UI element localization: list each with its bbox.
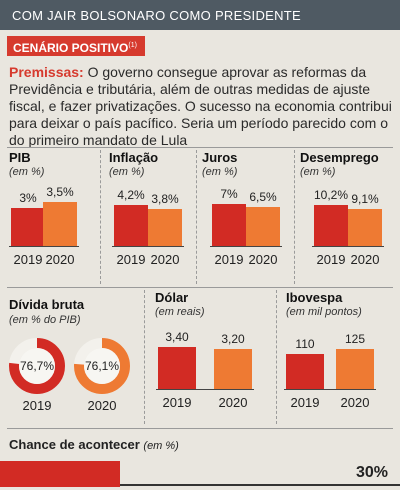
debt-value-label: 76,1% [85, 359, 119, 373]
divida-year-label: 2019 [22, 398, 52, 413]
dolar-bar-2019 [158, 347, 196, 389]
juros-bar-2020 [246, 207, 280, 246]
juros-unit: (em %) [202, 166, 238, 178]
debt-value-label: 76,7% [20, 359, 54, 373]
desemprego-bar-2019 [314, 205, 348, 246]
desemprego-year-label: 2019 [316, 252, 346, 267]
inflacao-title: Inflação [109, 150, 159, 165]
premise-text: Premissas: O governo consegue aprovar as… [9, 64, 393, 149]
inflacao-bar-2019 [114, 205, 148, 246]
juros-year-label: 2020 [248, 252, 278, 267]
pib-year-label: 2019 [13, 252, 43, 267]
premise-body: O governo consegue aprovar as reformas d… [9, 64, 392, 148]
inflacao-year-label: 2019 [116, 252, 146, 267]
divider-top [7, 147, 393, 148]
juros-title: Juros [202, 150, 238, 165]
divida-title: Dívida bruta [9, 297, 85, 312]
juros-year-label: 2019 [214, 252, 244, 267]
debt-donut-charts: 76,7% 76,1% [9, 338, 130, 394]
ibovespa-value-label: 110 [295, 337, 315, 351]
debt-slice-2020 [74, 338, 130, 394]
page-title: COM JAIR BOLSONARO COMO PRESIDENTE [12, 8, 302, 23]
desemprego-year-label: 2020 [350, 252, 380, 267]
chance-title: Chance de acontecer [9, 437, 140, 452]
debt-slice-2019 [9, 338, 65, 394]
inflacao-value-label: 4,2% [117, 188, 145, 202]
juros-value-label: 7% [220, 187, 238, 201]
dolar-unit: (em reais) [155, 306, 205, 318]
divider-middle [7, 287, 393, 288]
inflacao-bar-2020 [148, 209, 182, 246]
column-separator [196, 150, 197, 284]
header-bar: COM JAIR BOLSONARO COMO PRESIDENTE [0, 0, 400, 30]
pib-bar-2019 [11, 208, 45, 246]
column-separator [100, 150, 101, 284]
scenario-badge: CENÁRIO POSITIVO(1) [7, 36, 145, 56]
ibovespa-bar-2020 [336, 349, 374, 389]
inflacao-year-label: 2020 [150, 252, 180, 267]
desemprego-unit: (em %) [300, 166, 336, 178]
dolar-bar-2020 [214, 349, 252, 389]
dolar-value-label: 3,40 [165, 330, 189, 344]
pib-value-label: 3% [19, 191, 37, 205]
column-separator [294, 150, 295, 284]
chance-value: 30% [355, 464, 388, 481]
inflacao-unit: (em %) [109, 166, 145, 178]
juros-bar-2019 [212, 204, 246, 246]
dolar-title: Dólar [155, 290, 189, 305]
desemprego-bar-2020 [348, 209, 382, 246]
dolar-baseline [156, 389, 254, 390]
dolar-year-label: 2020 [218, 395, 248, 410]
column-separator [276, 290, 277, 424]
pib-baseline [9, 246, 79, 247]
donut-hole [84, 348, 120, 384]
desemprego-baseline [312, 246, 384, 247]
ibovespa-value-label: 125 [344, 332, 366, 346]
pib-bar-2020 [43, 202, 77, 246]
ibovespa-year-label: 2019 [290, 395, 320, 410]
divida-unit: (em % do PIB) [9, 314, 81, 326]
pib-unit: (em %) [9, 166, 45, 178]
premise-lead: Premissas: [9, 64, 84, 80]
column-separator [144, 290, 145, 424]
chance-label: Chance de acontecer (em %) [9, 437, 179, 452]
inflacao-baseline [112, 246, 184, 247]
inflacao-value-label: 3,8% [151, 192, 179, 206]
divida-year-label: 2020 [87, 398, 117, 413]
ibovespa-year-label: 2020 [340, 395, 370, 410]
juros-value-label: 6,5% [249, 190, 277, 204]
chance-track [120, 484, 400, 486]
desemprego-title: Desemprego [300, 150, 379, 165]
dolar-value-label: 3,20 [221, 332, 245, 346]
donut-hole [19, 348, 55, 384]
desemprego-value-label: 9,1% [351, 192, 379, 206]
scenario-note: (1) [128, 42, 137, 49]
pib-title: PIB [9, 150, 31, 165]
chance-unit: (em %) [143, 440, 179, 452]
pib-year-label: 2020 [45, 252, 75, 267]
dolar-year-label: 2019 [162, 395, 192, 410]
ibovespa-baseline [284, 389, 376, 390]
ibovespa-bar-2019 [286, 354, 324, 389]
scenario-label: CENÁRIO POSITIVO [13, 41, 129, 55]
divider-bottom [7, 428, 393, 429]
chance-bar [0, 461, 120, 487]
ibovespa-title: Ibovespa [286, 290, 343, 305]
desemprego-value-label: 10,2% [313, 188, 349, 202]
juros-baseline [210, 246, 282, 247]
ibovespa-unit: (em mil pontos) [286, 306, 362, 318]
pib-value-label: 3,5% [46, 185, 74, 199]
